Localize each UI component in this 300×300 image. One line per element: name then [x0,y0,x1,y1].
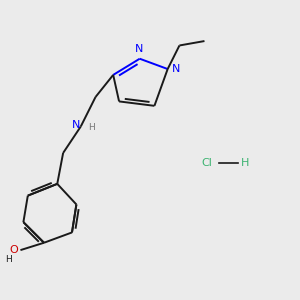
Text: H: H [88,123,95,132]
Text: N: N [172,64,180,74]
Text: O: O [9,244,18,254]
Text: Cl: Cl [202,158,212,168]
Text: N: N [71,120,80,130]
Text: H: H [5,255,12,264]
Text: H: H [241,158,250,168]
Text: N: N [135,44,143,54]
